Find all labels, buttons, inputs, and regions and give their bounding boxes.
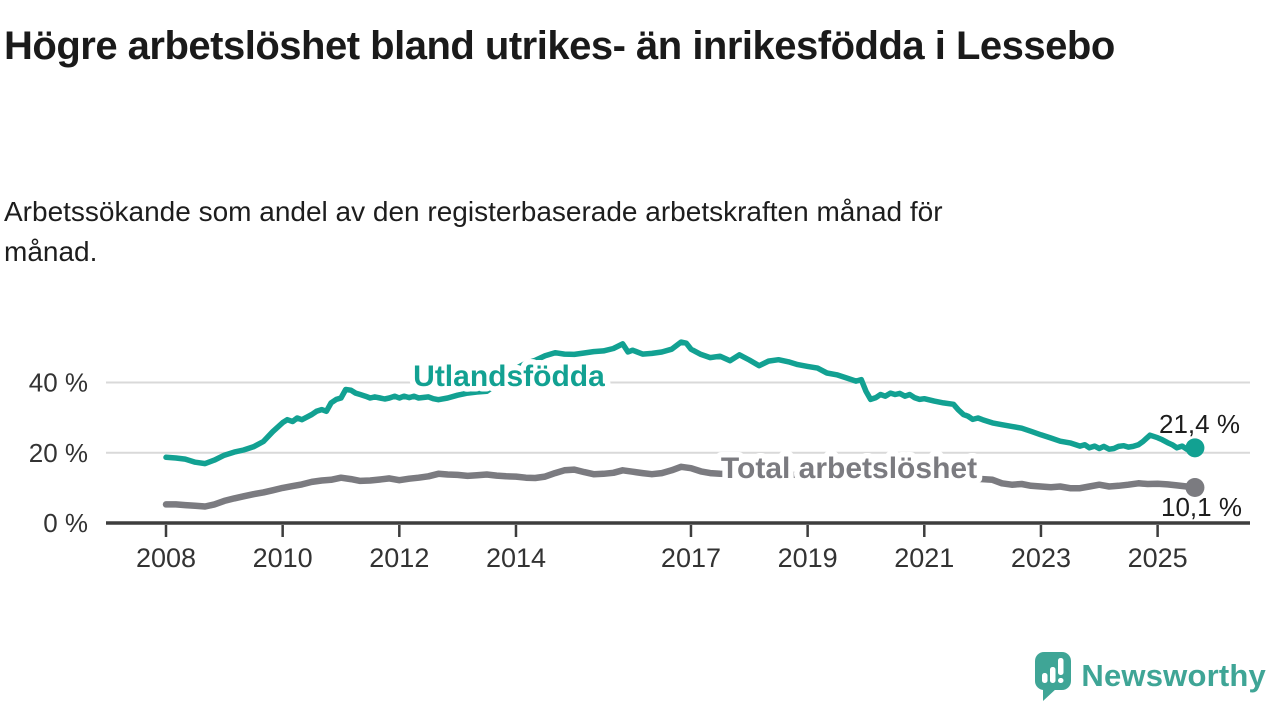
x-tick-label-2025: 2025	[1128, 543, 1188, 573]
series-end-dot-1	[1185, 478, 1205, 498]
x-tick-label-2010: 2010	[253, 543, 313, 573]
series-line-0	[163, 339, 1198, 467]
series-end-value-1: 10,1 %	[1161, 492, 1242, 522]
chart-area: 0 % 20 % 40 % Utlandsfödda Total arbetslöshe…	[0, 320, 1280, 600]
chart-title: Högre arbetslöshet bland utrikes- än inr…	[4, 24, 1115, 68]
y-tick-label-20: 20 %	[29, 438, 88, 468]
series-line-1	[162, 463, 1199, 510]
x-tick-label-2023: 2023	[1011, 543, 1071, 573]
chart-subtitle: Arbetssökande som andel av den registerb…	[4, 196, 943, 267]
x-tick-label-2012: 2012	[369, 543, 429, 573]
x-tick-label-2008: 2008	[136, 543, 196, 573]
brand-name: Newsworthy	[1081, 658, 1266, 693]
newsworthy-speech-bubble-chart-icon	[1035, 652, 1072, 701]
x-tick-label-2014: 2014	[486, 543, 546, 573]
y-tick-label-0: 0 %	[43, 508, 88, 538]
series-end-value-0: 21,4 %	[1159, 409, 1240, 439]
x-tick-label-2021: 2021	[894, 543, 954, 573]
series-label-0: Utlandsfödda	[413, 360, 605, 393]
y-tick-label-40: 40 %	[29, 368, 88, 398]
x-tick-label-2017: 2017	[661, 543, 721, 573]
footer-brand: Newsworthy	[1035, 650, 1266, 702]
series-end-dot-0	[1185, 438, 1205, 458]
unemployment-line-chart: 0 % 20 % 40 % Utlandsfödda Total arbetslöshe…	[29, 339, 1250, 573]
x-tick-label-2019: 2019	[778, 543, 838, 573]
series-label-1: Total arbetslöshet	[721, 452, 977, 485]
